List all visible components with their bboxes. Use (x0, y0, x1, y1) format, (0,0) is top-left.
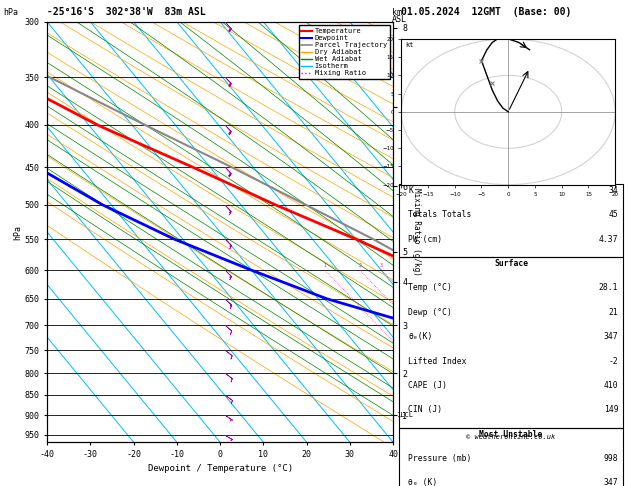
Text: kt: kt (406, 42, 414, 48)
Text: -25°16'S  302°38'W  83m ASL: -25°16'S 302°38'W 83m ASL (47, 7, 206, 17)
Text: 4.37: 4.37 (599, 235, 618, 243)
Text: 28.1: 28.1 (599, 283, 618, 293)
Text: 3: 3 (380, 263, 383, 268)
Y-axis label: hPa: hPa (13, 225, 22, 240)
Text: 1: 1 (323, 263, 326, 268)
Text: 01.05.2024  12GMT  (Base: 00): 01.05.2024 12GMT (Base: 00) (401, 7, 572, 17)
Text: 2: 2 (359, 263, 361, 268)
Text: hPa: hPa (3, 8, 18, 17)
Text: ASL: ASL (392, 15, 407, 24)
Text: θₑ(K): θₑ(K) (408, 332, 433, 341)
X-axis label: Dewpoint / Temperature (°C): Dewpoint / Temperature (°C) (148, 465, 292, 473)
Text: 998: 998 (604, 454, 618, 463)
Text: 45: 45 (608, 210, 618, 219)
Text: Temp (°C): Temp (°C) (408, 283, 452, 293)
Legend: Temperature, Dewpoint, Parcel Trajectory, Dry Adiabat, Wet Adiabat, Isotherm, Mi: Temperature, Dewpoint, Parcel Trajectory… (299, 25, 389, 79)
Text: Totals Totals: Totals Totals (408, 210, 472, 219)
Text: 347: 347 (604, 478, 618, 486)
Y-axis label: Mixing Ratio (g/kg): Mixing Ratio (g/kg) (412, 188, 421, 276)
Text: Surface: Surface (494, 259, 528, 268)
Bar (399, 428, 623, 486)
Text: 410: 410 (604, 381, 618, 390)
Text: -2: -2 (608, 357, 618, 365)
Text: PW (cm): PW (cm) (408, 235, 442, 243)
Text: K: K (408, 186, 413, 195)
Text: 149: 149 (604, 405, 618, 414)
Text: Pressure (mb): Pressure (mb) (408, 454, 472, 463)
Text: CAPE (J): CAPE (J) (408, 381, 447, 390)
Bar (399, 184, 623, 257)
Text: 347: 347 (604, 332, 618, 341)
Text: 1LCL: 1LCL (397, 413, 414, 418)
Text: CIN (J): CIN (J) (408, 405, 442, 414)
Text: Dewp (°C): Dewp (°C) (408, 308, 452, 317)
Text: © weatheronline.co.uk: © weatheronline.co.uk (467, 434, 555, 440)
Text: θₑ (K): θₑ (K) (408, 478, 438, 486)
Bar (399, 257, 623, 428)
Text: km: km (392, 8, 402, 17)
Text: Most Unstable: Most Unstable (479, 430, 543, 439)
Text: Lifted Index: Lifted Index (408, 357, 467, 365)
Text: 21: 21 (608, 308, 618, 317)
Text: 34: 34 (608, 186, 618, 195)
